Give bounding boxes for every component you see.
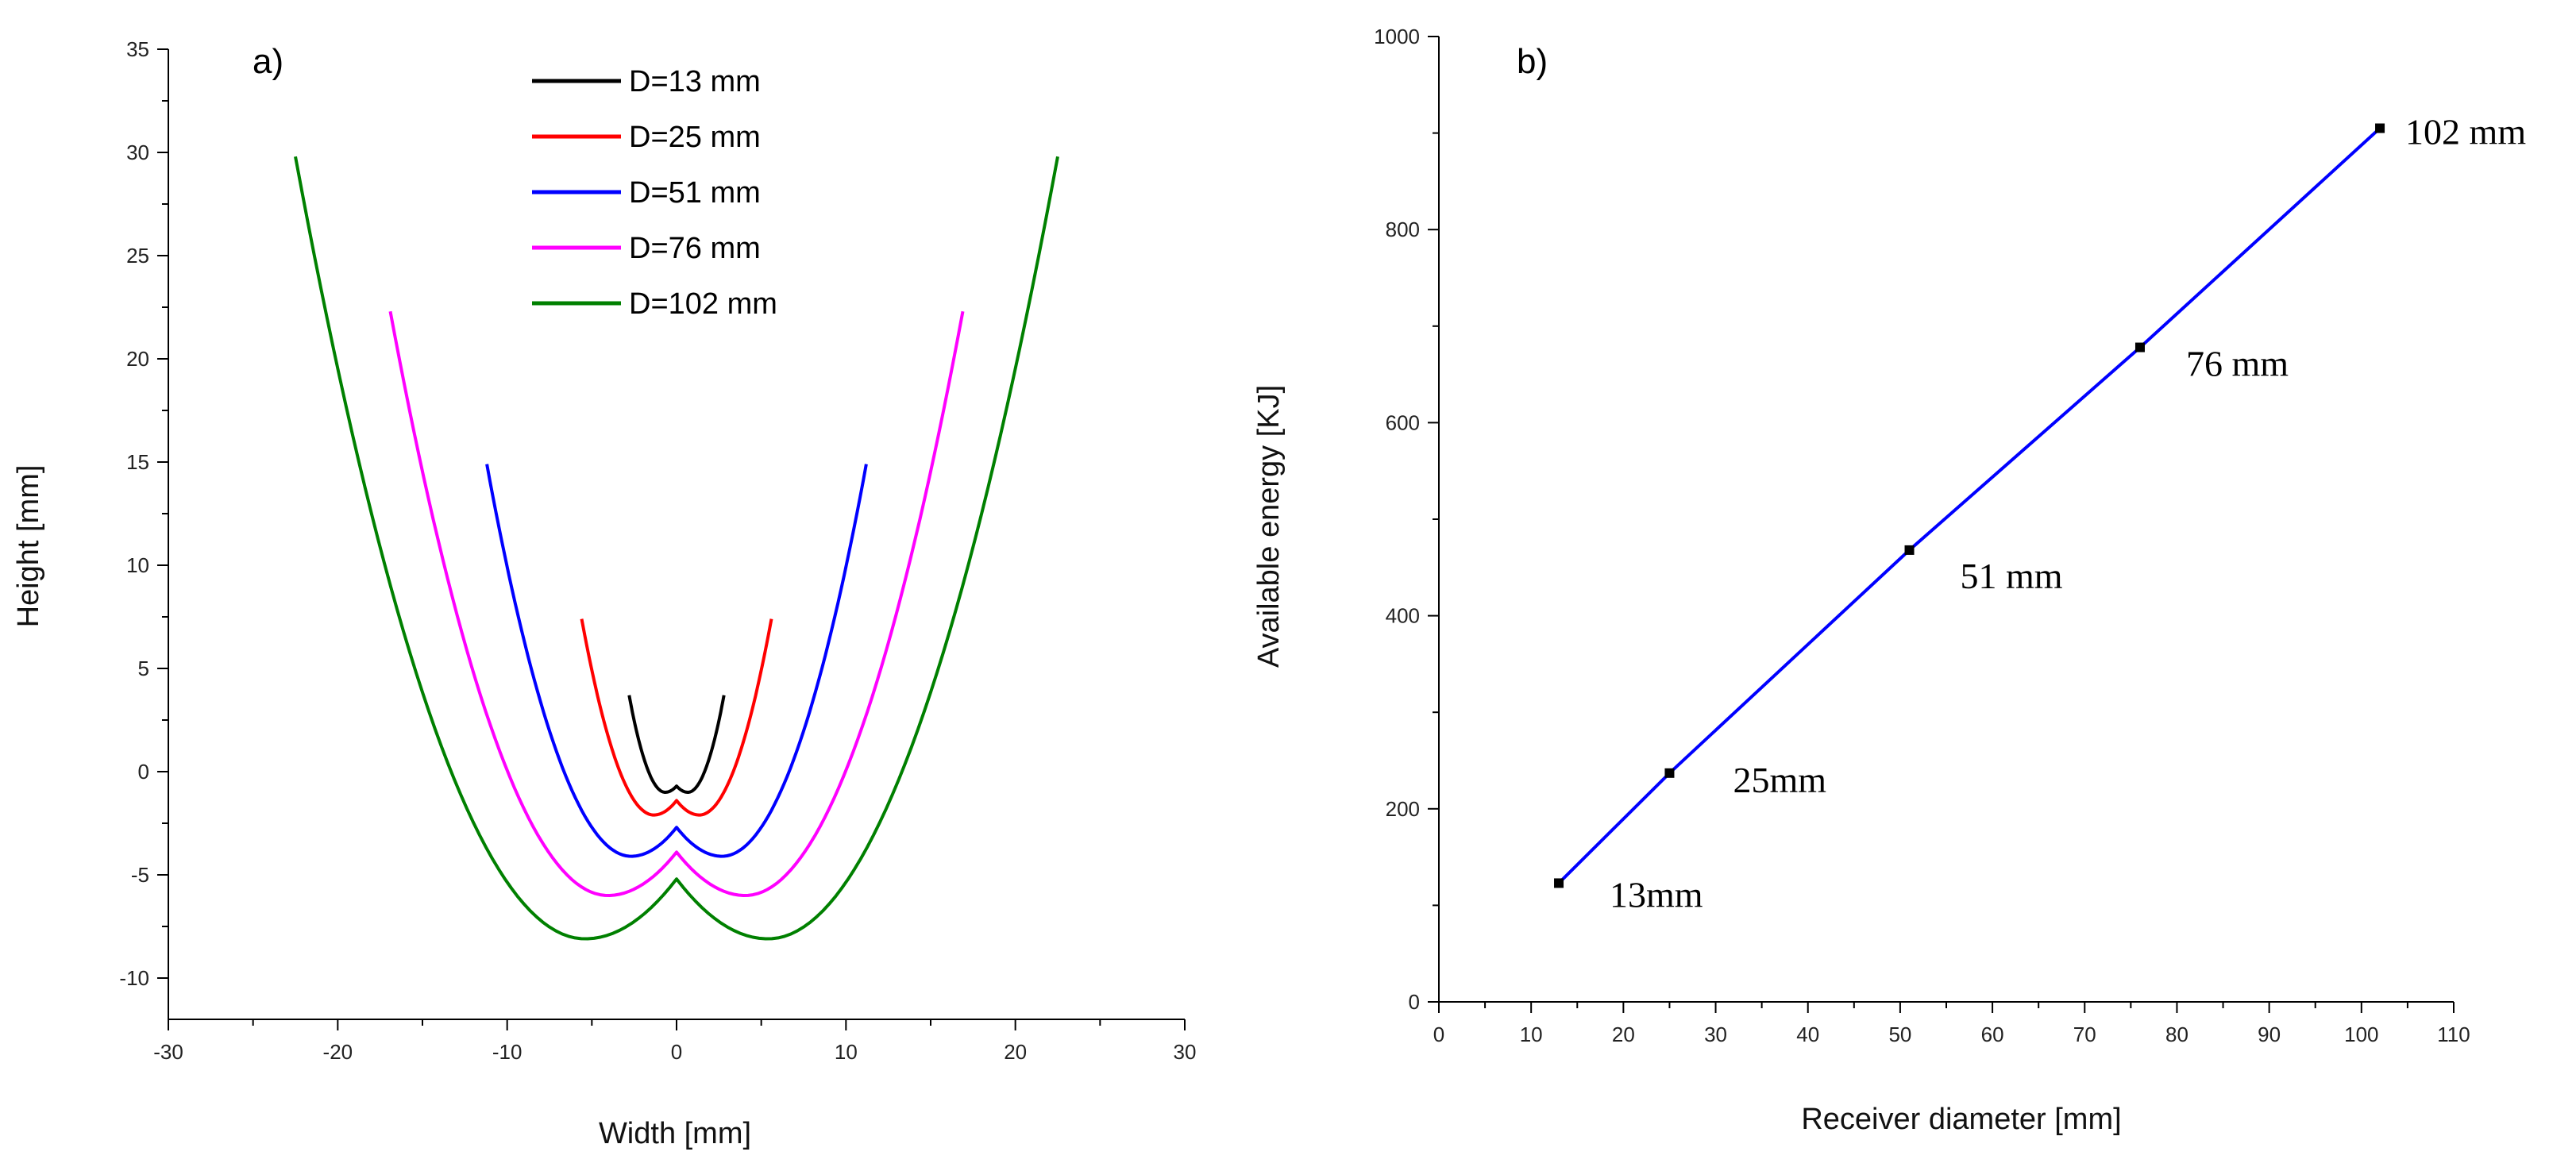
- data-point: [1904, 545, 1915, 555]
- y-tick-label: 200: [1386, 797, 1420, 821]
- legend-label: D=102 mm: [629, 287, 777, 321]
- point-annotation: 76 mm: [2186, 344, 2289, 384]
- legend-label: D=51 mm: [629, 176, 761, 210]
- y-tick-label: 800: [1386, 218, 1420, 241]
- x-tick-label: 30: [1704, 1023, 1727, 1046]
- y-tick-label: 15: [126, 450, 149, 474]
- x-tick-label: 50: [1888, 1023, 1911, 1046]
- point-annotation: 51 mm: [1961, 556, 2063, 596]
- x-tick-label: 0: [1433, 1023, 1444, 1046]
- x-tick-label: 90: [2258, 1023, 2281, 1046]
- x-axis-label: Receiver diameter [mm]: [1801, 1103, 2121, 1136]
- x-tick-label: -20: [323, 1040, 353, 1064]
- x-tick-label: 70: [2073, 1023, 2096, 1046]
- legend-label: D=25 mm: [629, 121, 761, 154]
- y-tick-label: 400: [1386, 604, 1420, 628]
- data-point: [1664, 768, 1675, 778]
- series-line: [1557, 127, 2381, 884]
- x-tick-label: 10: [1520, 1023, 1543, 1046]
- data-point: [2375, 123, 2385, 133]
- x-tick-label: 20: [1004, 1040, 1027, 1064]
- x-tick-label: 10: [835, 1040, 858, 1064]
- y-tick-label: -10: [119, 966, 149, 990]
- legend: D=13 mm D=25 mm D=51 mm D=76 mm D=102 mm: [532, 65, 777, 321]
- series-line-51mm: [485, 464, 868, 858]
- series-line-25mm: [580, 618, 773, 817]
- y-tick-label: 20: [126, 347, 149, 371]
- point-annotation: 102 mm: [2405, 112, 2526, 152]
- x-tick-label: 30: [1174, 1040, 1197, 1064]
- y-tick-label: 600: [1386, 410, 1420, 434]
- x-axis-label: Width [mm]: [599, 1117, 751, 1150]
- x-tick-label: 80: [2165, 1023, 2188, 1046]
- y-tick-label: 10: [126, 553, 149, 577]
- y-tick-label: 25: [126, 244, 149, 268]
- series-line-76mm: [388, 310, 965, 897]
- data-point: [2134, 342, 2145, 352]
- point-annotation: 13mm: [1610, 874, 1703, 915]
- y-axis-label: Height [mm]: [12, 465, 45, 628]
- data-point: [1554, 878, 1564, 888]
- legend-label: D=76 mm: [629, 232, 761, 265]
- y-tick-label: 5: [138, 657, 149, 680]
- chart-width-height: a) Width [mm] Height [mm] D=13 mm D=25 mm…: [12, 37, 1196, 1150]
- y-axis-label: Available energy [KJ]: [1252, 385, 1286, 668]
- y-tick-label: 0: [138, 760, 149, 784]
- x-tick-label: 0: [671, 1040, 682, 1064]
- series-line-13mm: [627, 695, 726, 794]
- y-tick-label: 35: [126, 37, 149, 61]
- chart-diameter-energy: b) Receiver diameter [mm] Available ener…: [1252, 25, 2526, 1136]
- y-tick-label: -5: [131, 863, 149, 887]
- x-tick-label: -30: [153, 1040, 183, 1064]
- x-tick-label: -10: [492, 1040, 523, 1064]
- x-tick-label: 20: [1612, 1023, 1635, 1046]
- series-line-102mm: [294, 156, 1059, 941]
- panel-label-a: a): [253, 42, 283, 81]
- panel-label-b: b): [1517, 42, 1548, 81]
- y-tick-label: 30: [126, 141, 149, 164]
- x-tick-label: 100: [2344, 1023, 2378, 1046]
- x-tick-label: 40: [1796, 1023, 1819, 1046]
- x-tick-label: 60: [1981, 1023, 2004, 1046]
- legend-label: D=13 mm: [629, 65, 761, 98]
- point-annotation: 25mm: [1733, 760, 1826, 800]
- x-tick-label: 110: [2437, 1023, 2470, 1046]
- y-tick-label: 0: [1409, 990, 1420, 1014]
- y-tick-label: 1000: [1374, 25, 1420, 48]
